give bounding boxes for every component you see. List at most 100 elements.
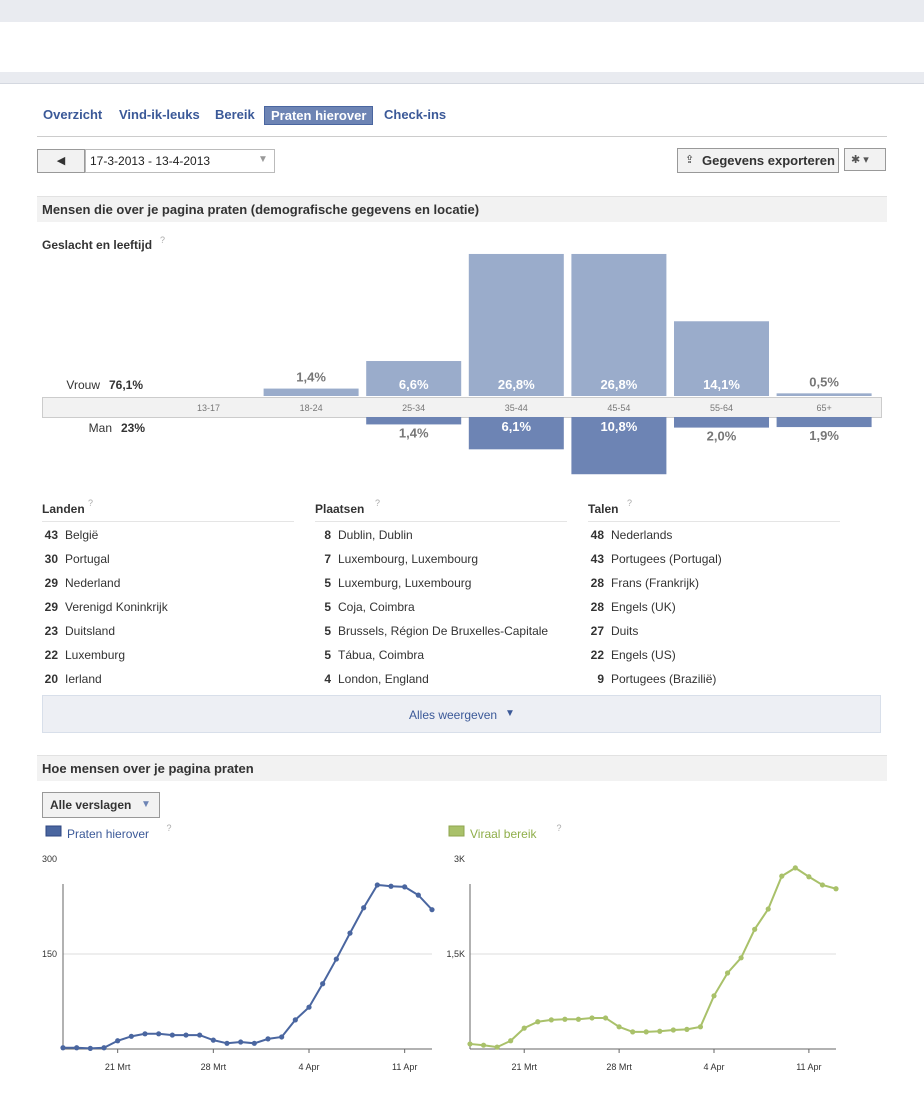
list-name: Nederland	[65, 576, 121, 590]
point	[535, 1019, 541, 1025]
tab[interactable]: Check-ins	[384, 107, 447, 122]
x-tick-label: 28 Mrt	[201, 1062, 227, 1072]
bar	[366, 417, 462, 425]
bar-value-label: 6,6%	[399, 377, 429, 392]
tab[interactable]: Overzicht	[43, 107, 103, 122]
list-title: Talen	[588, 502, 619, 516]
list-count: 28	[590, 600, 604, 614]
gender-total: 23%	[121, 421, 145, 435]
gender-name: Vrouw	[66, 378, 100, 392]
point	[467, 1041, 473, 1047]
export-icon: ⇪	[685, 154, 695, 166]
point	[494, 1044, 500, 1050]
point	[806, 874, 812, 880]
list-count: 29	[44, 600, 58, 614]
list-name: Luxemburg	[65, 648, 126, 662]
point	[142, 1031, 148, 1037]
point	[833, 886, 839, 892]
tab[interactable]: Vind-ik-leuks	[119, 107, 200, 122]
list-name: Coja, Coimbra	[338, 600, 415, 614]
list-count: 8	[324, 528, 331, 542]
point	[697, 1024, 704, 1030]
point	[333, 956, 339, 962]
top-bar	[0, 0, 924, 22]
list-name: Nederlands	[611, 528, 673, 542]
list-name: België	[65, 528, 99, 542]
point	[183, 1032, 189, 1038]
point	[415, 892, 421, 898]
point	[74, 1045, 80, 1051]
point	[562, 1016, 568, 1022]
x-tick-label: 21 Mrt	[105, 1062, 131, 1072]
divider	[37, 136, 887, 137]
list-count: 5	[324, 600, 331, 614]
bar-value-label: 1,4%	[296, 370, 326, 385]
help-mark: ?	[160, 235, 166, 245]
point	[347, 930, 353, 936]
point	[508, 1038, 514, 1044]
list-divider	[588, 521, 840, 522]
prev-button[interactable]: ◀	[37, 149, 85, 173]
point	[101, 1045, 107, 1051]
show-all-button[interactable]: Alles weergeven ▼	[42, 695, 881, 733]
date-range: 17-3-2013 - 13-4-2013	[90, 154, 211, 168]
bar	[468, 253, 564, 396]
point	[589, 1015, 595, 1021]
point	[169, 1032, 175, 1038]
section-header: Hoe mensen over je pagina praten	[37, 755, 887, 781]
tab[interactable]: Bereik	[215, 107, 255, 122]
legend-swatch	[45, 825, 62, 837]
point	[292, 1017, 298, 1023]
point	[60, 1045, 66, 1051]
bar	[674, 321, 769, 396]
y-tick-label: 1,5K	[446, 949, 465, 959]
list-count: 43	[590, 552, 604, 566]
legend-label: Praten hierover	[67, 827, 149, 841]
list-name: Duitsland	[65, 624, 116, 638]
section-title: Mensen die over je pagina praten (demogr…	[42, 202, 480, 217]
age-axis-band	[42, 397, 882, 418]
report-dropdown[interactable]: Alle verslagen ▼	[42, 792, 160, 818]
list-divider	[42, 521, 294, 522]
export-label: Gegevens exporteren	[702, 153, 835, 168]
x-tick-label: 11 Apr	[392, 1062, 417, 1072]
point	[602, 1015, 609, 1021]
list-name: Ierland	[65, 672, 102, 686]
list-name: London, England	[338, 672, 429, 686]
list-name: Portugees (Portugal)	[611, 552, 722, 566]
point	[429, 907, 435, 913]
x-tick-label: 28 Mrt	[606, 1062, 632, 1072]
point	[616, 1024, 622, 1030]
bar-value-label: 14,1%	[703, 377, 740, 392]
settings-button[interactable]: ✱ ▾	[844, 148, 886, 171]
list-name: Portugees (Brazilië)	[611, 672, 717, 686]
bar-value-label: 1,9%	[809, 428, 839, 443]
point	[279, 1034, 285, 1040]
export-button[interactable]: ⇪ Gegevens exporteren	[677, 148, 839, 173]
list-count: 20	[44, 672, 58, 686]
bar-value-label: 6,1%	[501, 419, 531, 434]
list-name: Luxemburg, Luxembourg	[338, 576, 472, 590]
help-mark: ?	[627, 498, 633, 508]
point	[388, 883, 394, 889]
tab[interactable]: Praten hierover	[264, 106, 374, 125]
list-name: Verenigd Koninkrijk	[65, 600, 168, 614]
list-title: Landen	[42, 502, 85, 516]
list-name: Portugal	[65, 552, 110, 566]
help-mark: ?	[557, 823, 562, 833]
dropdown-arrow: ▼	[258, 154, 268, 165]
line	[469, 866, 837, 1049]
list-count: 43	[44, 528, 58, 542]
list-name: Tábua, Coimbra	[338, 648, 425, 662]
date-picker[interactable]: 17-3-2013 - 13-4-2013 ▼	[85, 149, 275, 173]
x-tick-label: 11 Apr	[796, 1062, 821, 1072]
list-count: 7	[324, 552, 331, 566]
point	[792, 865, 798, 871]
header-band	[0, 72, 924, 84]
bar-value-label: 2,0%	[707, 429, 737, 444]
list-name: Duits	[611, 624, 639, 638]
y-tick-label: 300	[42, 854, 57, 864]
dropdown-arrow: ▼	[141, 799, 151, 810]
list-count: 27	[590, 624, 604, 638]
bar	[571, 253, 667, 396]
